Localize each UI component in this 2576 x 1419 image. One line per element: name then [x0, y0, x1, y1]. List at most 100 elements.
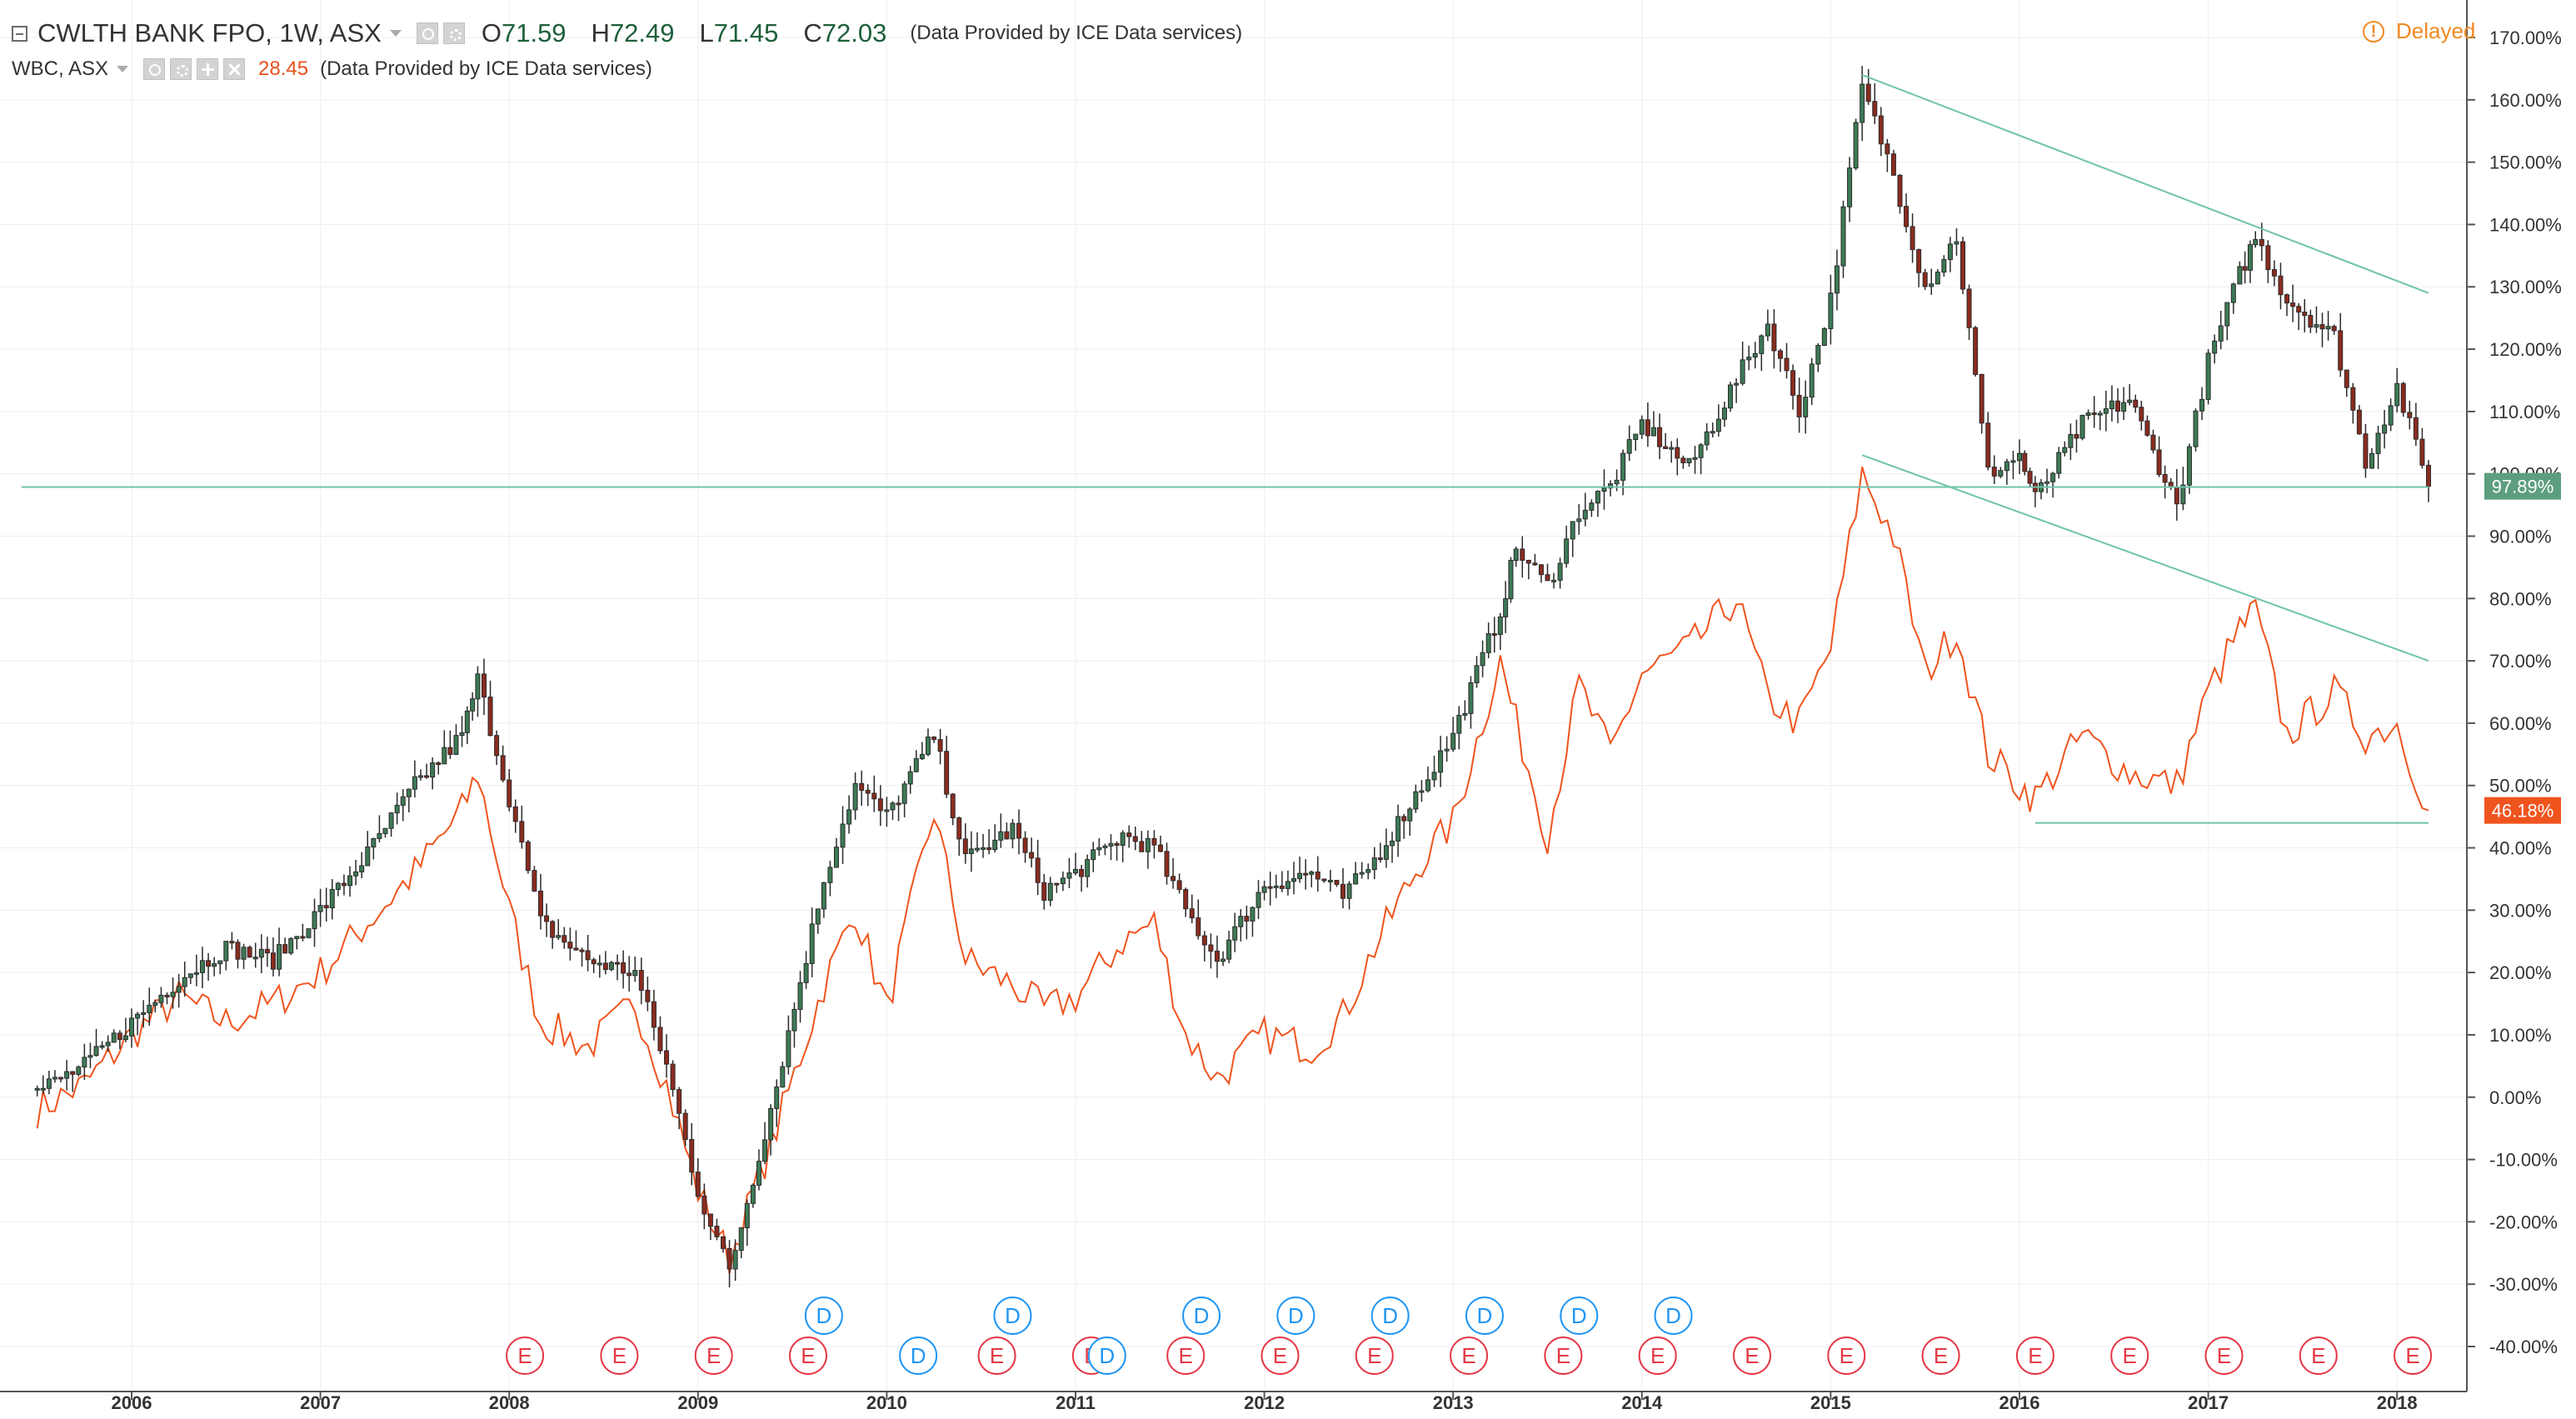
- candle: [1721, 401, 1727, 427]
- earnings-marker-circle: [694, 1337, 733, 1375]
- candle-body: [1973, 327, 1979, 375]
- candle-body: [689, 1139, 695, 1173]
- candle-body: [1232, 926, 1238, 941]
- candle: [1777, 348, 1783, 372]
- candle: [512, 799, 518, 833]
- earnings-marker: E: [694, 1337, 733, 1375]
- close-icon[interactable]: [223, 58, 246, 80]
- candle-body: [2097, 412, 2103, 416]
- plus-icon[interactable]: [197, 58, 219, 80]
- candle-body: [1132, 836, 1138, 842]
- candle-body: [34, 1087, 40, 1091]
- earnings-marker-label: E: [706, 1343, 721, 1368]
- candle: [615, 954, 621, 981]
- candle-body: [229, 941, 235, 944]
- candle-body: [884, 809, 890, 812]
- chevron-down-icon[interactable]: [117, 66, 129, 72]
- candle-body: [353, 871, 359, 877]
- candle: [532, 866, 537, 892]
- candle: [2085, 409, 2091, 420]
- candle: [827, 861, 833, 897]
- candle: [252, 942, 258, 968]
- candle-body: [2407, 412, 2413, 418]
- y-tick-label: 130.00%: [2489, 277, 2562, 297]
- candle-body: [1532, 562, 1538, 566]
- candle-body: [2230, 283, 2236, 303]
- candle: [2091, 396, 2097, 428]
- x-tick-label: 2006: [112, 1392, 152, 1413]
- eye-icon[interactable]: [416, 22, 438, 44]
- earnings-marker: E: [1638, 1337, 1677, 1375]
- collapse-legend-icon[interactable]: [12, 25, 27, 42]
- candle: [2032, 476, 2038, 507]
- candle-body: [1221, 958, 1226, 962]
- candle: [1557, 557, 1563, 589]
- candle-body: [809, 923, 815, 964]
- delayed-label: Delayed: [2396, 18, 2476, 43]
- candle-body: [573, 947, 579, 951]
- candle-body: [1626, 439, 1632, 454]
- candle-body: [537, 890, 543, 917]
- candle: [1285, 870, 1290, 896]
- candle: [877, 785, 883, 827]
- candle-body: [2242, 266, 2248, 271]
- candle: [2308, 309, 2314, 333]
- candle-body: [638, 970, 644, 991]
- candle-body: [615, 962, 621, 965]
- earnings-marker-circle: [1355, 1337, 1394, 1375]
- chevron-down-icon[interactable]: [389, 30, 402, 37]
- delayed-status[interactable]: ! Delayed: [2363, 18, 2475, 44]
- candle-body: [1650, 427, 1656, 437]
- candle: [1947, 237, 1953, 272]
- candle: [2162, 465, 2168, 499]
- candle: [1752, 342, 1758, 369]
- candle-body: [2193, 410, 2199, 447]
- candle: [2224, 302, 2230, 341]
- candle: [2302, 299, 2308, 332]
- candle-body: [264, 948, 270, 954]
- candle-body: [1821, 327, 1827, 347]
- candle-body: [1796, 394, 1802, 417]
- candle: [1503, 581, 1509, 633]
- candle-body: [2212, 340, 2218, 354]
- candle: [430, 757, 436, 790]
- earnings-marker: E: [788, 1337, 827, 1375]
- candle: [1438, 736, 1444, 787]
- candle: [1985, 412, 1991, 471]
- candle: [2296, 302, 2302, 331]
- candle-body: [1589, 502, 1595, 511]
- candle: [1359, 862, 1365, 879]
- candle-body: [40, 1087, 46, 1091]
- candle: [277, 927, 282, 977]
- candle: [1650, 411, 1656, 437]
- candle: [1214, 935, 1220, 978]
- eye-icon[interactable]: [143, 58, 166, 80]
- gear-icon[interactable]: [170, 58, 192, 80]
- compare-symbol-title[interactable]: WBC, ASX: [12, 57, 109, 80]
- dividend-marker-circle: [1370, 1297, 1410, 1335]
- earnings-marker: E: [600, 1337, 639, 1375]
- candle: [962, 823, 968, 864]
- candle: [1897, 173, 1903, 214]
- candle-body: [2394, 382, 2400, 407]
- candle-body: [1551, 579, 1557, 582]
- candle-body: [1047, 882, 1053, 901]
- earnings-marker-circle: [1450, 1337, 1489, 1375]
- time-axis: 2006 2007 2008 2009 2010 2011 2012 2013 2014 2015…: [112, 1392, 2418, 1413]
- price-axis: [0, 0, 2468, 1392]
- candle-body: [1746, 357, 1752, 361]
- candle-body: [1309, 871, 1315, 875]
- candle: [1079, 865, 1085, 892]
- candle-body: [1601, 487, 1607, 492]
- candle: [1208, 933, 1214, 969]
- candle: [695, 1158, 701, 1198]
- candle: [2205, 349, 2211, 405]
- candle: [1626, 425, 1632, 462]
- candle: [714, 1218, 720, 1241]
- candle-body: [1353, 873, 1359, 885]
- gear-icon[interactable]: [442, 22, 465, 44]
- candle: [2004, 458, 2009, 485]
- main-symbol-title[interactable]: CWLTH BANK FPO, 1W, ASX: [37, 18, 382, 47]
- candle: [317, 888, 323, 927]
